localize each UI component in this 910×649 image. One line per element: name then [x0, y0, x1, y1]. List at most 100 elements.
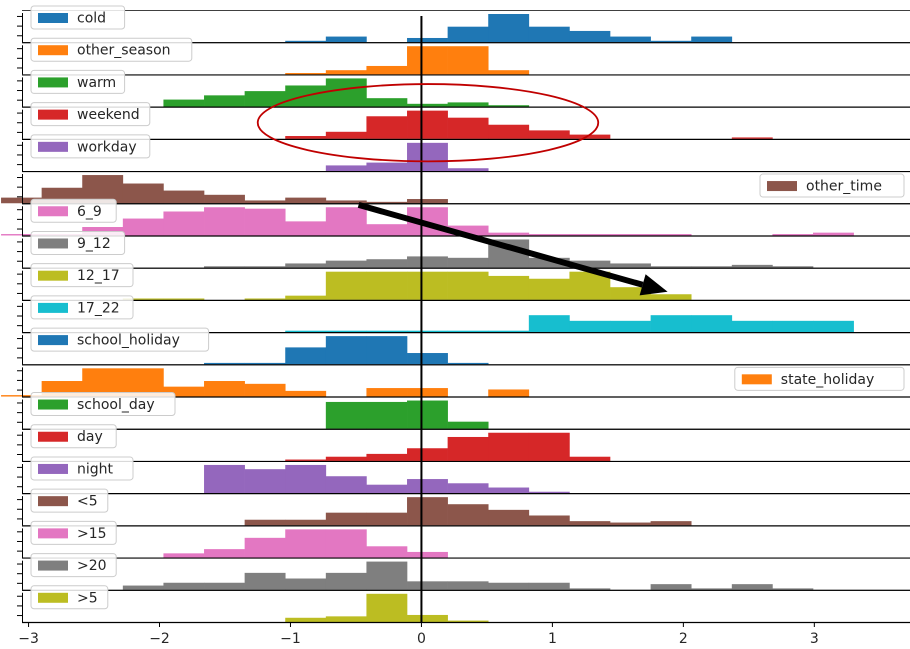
bar [285, 617, 327, 622]
bar [366, 484, 408, 494]
legend-swatch [38, 560, 68, 571]
legend-swatch [38, 206, 68, 217]
bar [569, 521, 611, 526]
legend-label: school_day [77, 397, 155, 413]
bar [691, 588, 733, 590]
bar [488, 432, 530, 461]
bar [366, 593, 408, 622]
legend-swatch [38, 13, 68, 23]
bar [1, 197, 42, 204]
panel-night [17, 461, 910, 495]
bar [528, 26, 570, 43]
bar [488, 389, 530, 397]
legend-swatch [38, 431, 68, 442]
bar [366, 271, 408, 300]
bar [325, 456, 367, 461]
bar [204, 362, 245, 365]
bar [285, 347, 327, 365]
bar [528, 234, 570, 236]
bar [528, 315, 570, 333]
bar [650, 584, 692, 590]
x-tick-label: 2 [679, 631, 688, 647]
bar [610, 234, 651, 236]
bar [244, 469, 286, 494]
bar [163, 582, 205, 590]
legend-lt5: <5 [30, 488, 109, 513]
legend-swatch [38, 141, 68, 152]
legend-6-9: 6_9 [30, 198, 117, 223]
bar [366, 224, 408, 236]
legend-box [30, 392, 176, 417]
legend-box [30, 520, 117, 545]
legend-swatch [38, 45, 68, 56]
bar [407, 110, 448, 139]
bar [407, 46, 448, 75]
legend-workday: workday [30, 134, 151, 159]
annotations [256, 83, 668, 296]
bar [325, 616, 367, 622]
bar [528, 582, 570, 590]
bar [204, 194, 245, 204]
bar [488, 509, 530, 526]
legend-swatch [38, 496, 68, 507]
x-axis: −3 −2 −1 0 1 2 3 [18, 622, 819, 647]
panel-gt20 [17, 557, 910, 591]
bar [772, 234, 814, 236]
x-tick-label: −3 [18, 631, 39, 647]
bar [325, 476, 367, 494]
bar [366, 116, 408, 139]
legend-swatch [38, 77, 68, 88]
bar [285, 464, 327, 494]
bar [650, 315, 692, 333]
legend-swatch [38, 109, 68, 120]
panel-weekend [17, 106, 910, 140]
bar [407, 330, 448, 333]
legend-label: weekend [77, 107, 140, 123]
bar [731, 137, 773, 139]
bar [610, 36, 651, 43]
legend-box [759, 173, 905, 198]
legend-label: 12_17 [77, 268, 120, 284]
bar [122, 298, 164, 300]
bar [407, 479, 448, 494]
bar [772, 320, 814, 333]
bar [772, 588, 814, 590]
bar [528, 432, 570, 461]
bar [407, 551, 448, 558]
bar [244, 572, 286, 590]
bar [244, 383, 286, 397]
legend-label: school_holiday [77, 333, 180, 349]
bar [1, 395, 42, 397]
bar [285, 529, 327, 558]
legend-box [30, 134, 151, 159]
bar [325, 165, 367, 172]
bar [447, 168, 489, 172]
bar [204, 95, 245, 107]
legend-label: 9_12 [77, 236, 111, 252]
bar [325, 260, 367, 268]
legend-label: cold [77, 11, 106, 27]
legend-box [30, 102, 151, 127]
bar [488, 70, 530, 75]
bar [610, 287, 651, 300]
legend-box [30, 456, 134, 481]
bar [285, 263, 327, 268]
legend-box [30, 488, 109, 513]
bar [731, 264, 773, 268]
bar [325, 336, 367, 365]
bar [163, 190, 205, 204]
bar [366, 561, 408, 590]
bar [204, 582, 245, 590]
legend-label: night [77, 461, 114, 477]
legend-swatch [38, 238, 68, 249]
legend-label: other_time [806, 179, 882, 195]
legend-box [30, 553, 117, 578]
bar [447, 421, 489, 429]
bar [528, 130, 570, 139]
panel-gt15 [17, 525, 910, 559]
bar [447, 117, 489, 139]
bar [488, 582, 530, 590]
bar [204, 381, 245, 397]
bar [366, 162, 408, 172]
legend-swatch [38, 302, 68, 313]
